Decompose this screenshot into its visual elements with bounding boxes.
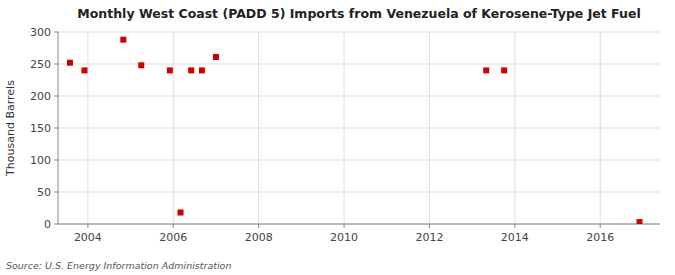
grid-line-y [58,96,660,97]
y-axis-label: Thousand Barrels [4,80,17,177]
tick-label-x: 2010 [330,231,358,244]
grid-line-y [58,192,660,193]
tick-x [87,224,88,228]
grid-line-x [514,32,515,224]
tick-label-y: 250 [30,58,51,71]
tick-label-x: 2014 [501,231,529,244]
grid [58,32,660,224]
tick-label-y: 150 [30,122,51,135]
tick-y [54,32,58,33]
tick-y [54,160,58,161]
tick-x [173,224,174,228]
tick-label-y: 300 [30,26,51,39]
grid-line-y [58,64,660,65]
axes: 0 50 100 150 200 250 300 2004 2006 2008 2010 2012 20… [30,26,660,244]
y-axis-line [58,32,59,224]
tick-label-y: 0 [44,218,51,231]
point [213,54,219,60]
chart: Monthly West Coast (PADD 5) Imports from… [0,0,675,275]
grid-line-x [87,32,88,224]
tick-x [258,224,259,228]
tick-label-x: 2012 [415,231,443,244]
tick-label-x: 2006 [159,231,187,244]
title: Monthly West Coast (PADD 5) Imports from… [77,6,640,21]
point [637,219,643,224]
tick-x [514,224,515,228]
tick-label-x: 2004 [74,231,102,244]
grid-line-y [58,32,660,33]
grid-line-x [600,32,601,224]
point [178,209,184,215]
grid-line-y [58,224,660,225]
grid-line-y [58,128,660,129]
tick-y [54,64,58,65]
tick-x [344,224,345,228]
point [483,67,489,73]
point [81,67,87,73]
grid-line-x [258,32,259,224]
tick-label-y: 200 [30,90,51,103]
tick-label-x: 2008 [245,231,273,244]
tick-y [54,192,58,193]
tick-label-y: 100 [30,154,51,167]
x-axis-line [58,224,660,225]
grid-line-x [173,32,174,224]
tick-label-y: 50 [37,186,51,199]
points [67,37,643,224]
point [199,67,205,73]
point [120,37,126,43]
grid-line-y [58,160,660,161]
tick-label-x: 2016 [586,231,614,244]
tick-x [429,224,430,228]
grid-line-x [429,32,430,224]
tick-y [54,128,58,129]
grid-line-x [344,32,345,224]
point [138,62,144,68]
point [67,60,73,66]
tick-x [600,224,601,228]
tick-y [54,96,58,97]
point [167,67,173,73]
point [501,67,507,73]
tick-y [54,224,58,225]
source-note: Source: U.S. Energy Information Administ… [6,260,231,271]
point [188,67,194,73]
